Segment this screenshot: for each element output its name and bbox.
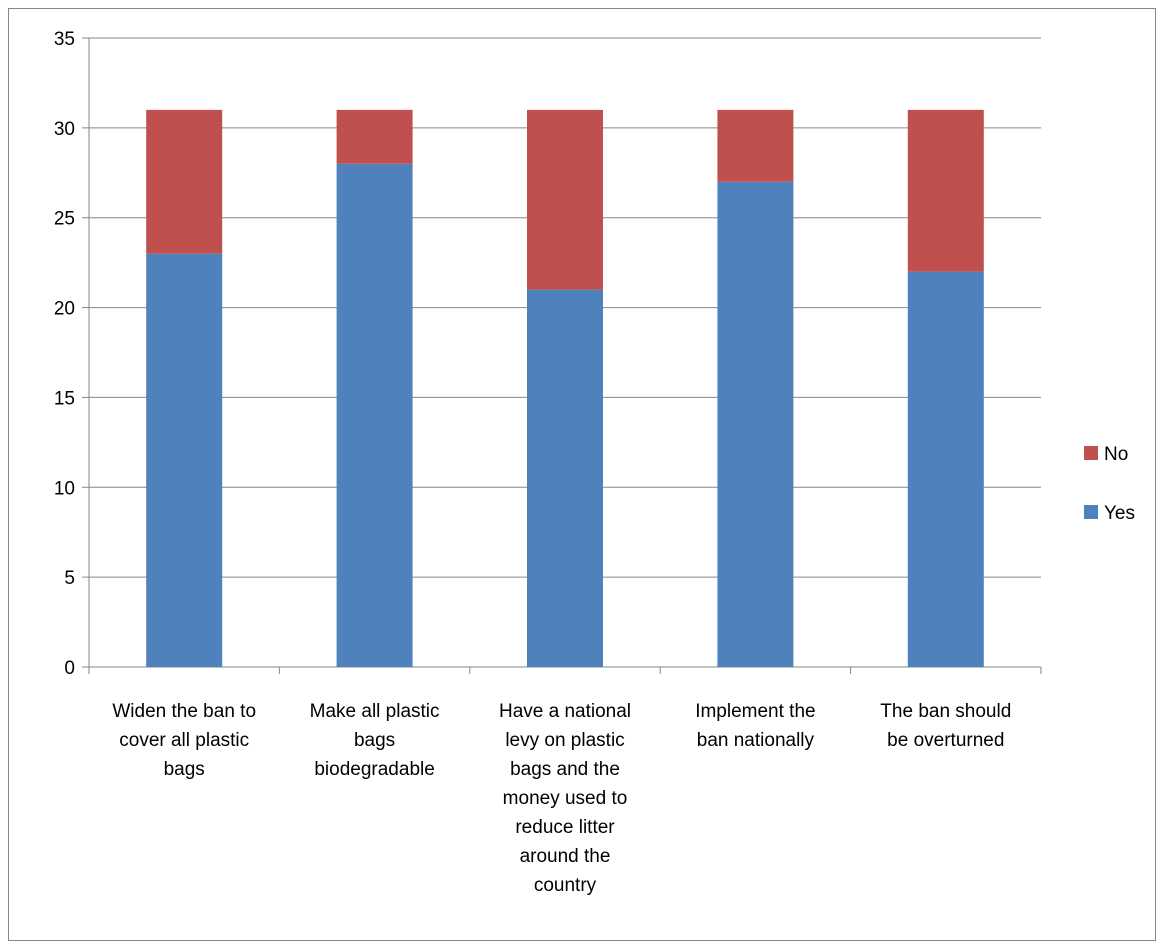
category-label: reduce litter [515, 817, 615, 838]
category-label: Have a national [499, 701, 631, 722]
bar-yes-1 [146, 253, 223, 667]
bar-no-3 [527, 109, 603, 290]
category-label: around the [520, 846, 611, 867]
category-label: bags and the [510, 759, 620, 780]
bar-no-5 [907, 109, 984, 272]
bar-no-2 [336, 109, 413, 164]
category-label: Make all plastic [310, 701, 440, 722]
bar-no-1 [146, 109, 223, 254]
y-tick-label: 15 [54, 388, 75, 409]
category-label: Widen the ban to [112, 701, 256, 722]
bar-no-4 [717, 109, 794, 182]
category-label: bags [164, 759, 205, 780]
category-label: ban nationally [697, 730, 815, 751]
legend-swatch-yes [1084, 505, 1098, 519]
bar-yes-5 [907, 271, 984, 667]
bar-yes-2 [336, 163, 413, 668]
category-label: be overturned [887, 730, 1004, 751]
y-tick-label: 20 [54, 299, 75, 320]
category-label: bags [354, 730, 395, 751]
legend-label-yes: Yes [1104, 503, 1135, 524]
category-label: levy on plastic [505, 730, 624, 751]
legend-swatch-no [1084, 446, 1098, 460]
category-label: biodegradable [314, 759, 434, 780]
y-tick-label: 35 [54, 29, 75, 50]
legend-label-no: No [1104, 444, 1128, 465]
y-tick-label: 0 [64, 658, 75, 679]
category-label: Implement the [695, 701, 815, 722]
y-tick-label: 5 [64, 568, 75, 589]
y-tick-label: 30 [54, 119, 75, 140]
category-label: cover all plastic [119, 730, 249, 751]
category-label: The ban should [880, 701, 1011, 722]
y-tick-label: 10 [54, 478, 75, 499]
bar-yes-4 [717, 181, 794, 667]
y-tick-label: 25 [54, 209, 75, 230]
category-label: country [534, 875, 597, 896]
bar-yes-3 [527, 289, 603, 667]
category-label: money used to [503, 788, 628, 809]
